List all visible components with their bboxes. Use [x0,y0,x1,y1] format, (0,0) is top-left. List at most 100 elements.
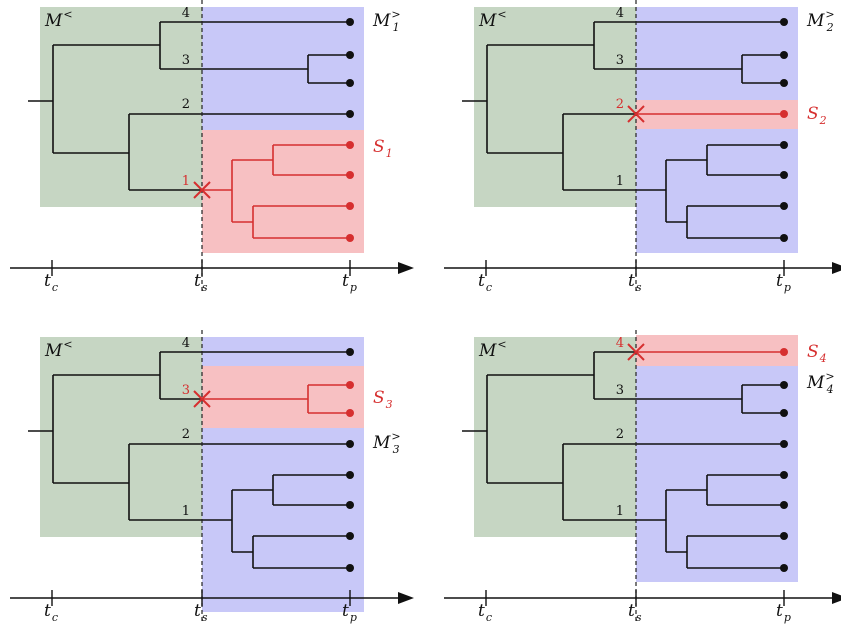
branch-number: 4 [616,336,624,351]
leaf-dot [780,202,788,210]
branch-number: 1 [182,504,190,519]
split-cross-stroke [627,105,645,123]
branch-number: 2 [182,97,190,112]
leaf-dot [780,501,788,509]
past-region [474,7,636,207]
label-base: t [776,271,783,291]
axis-label: ts [194,601,208,624]
leaf-dot [346,564,354,572]
leaf-dot [780,51,788,59]
axis-label: tp [776,271,791,294]
axis-label: ts [194,271,208,294]
leaf-dot [780,440,788,448]
split-label: S4 [807,342,827,365]
branch-number: 4 [182,6,190,21]
label-base: M [372,11,391,31]
label-sub: 2 [826,21,834,34]
past-label: M< [44,8,73,31]
split-label: S1 [373,137,393,160]
label-base: M [806,373,825,393]
leaf-dot [780,532,788,540]
label-base: M [44,11,63,31]
label-base: t [342,271,349,291]
label-base: M [44,341,63,361]
axis-label: tp [342,601,357,624]
branch-number: 2 [616,427,624,442]
axis-label: tc [478,271,492,294]
label-sup: < [497,8,506,21]
label-sup: < [497,338,506,351]
branch-number: 4 [616,6,624,21]
label-sub: 4 [819,352,827,365]
label-sub: p [784,281,791,294]
label-sub: p [784,611,791,624]
label-base: t [44,271,51,291]
label-sub: c [486,281,492,294]
future-region [636,7,798,253]
future-label: M> 4 [806,370,835,396]
label-sub: c [52,611,58,624]
axis-label: ts [628,601,642,624]
past-region [40,7,202,207]
axis-label: ts [628,271,642,294]
label-base: t [194,271,201,291]
label-sub: 3 [386,398,393,411]
leaf-dot [346,141,354,149]
future-region [636,337,798,582]
branch-number: 2 [182,427,190,442]
leaf-dot [346,409,354,417]
axis-label: tp [342,271,357,294]
label-sup: > [825,370,834,383]
label-sub: s [202,281,208,294]
branch-number: 3 [182,383,190,398]
branch-number: 3 [616,53,624,68]
label-base: S [373,137,385,157]
leaf-dot [346,234,354,242]
leaf-dot [346,171,354,179]
leaf-dot [346,18,354,26]
past-label: M< [478,338,507,361]
label-base: M [372,433,391,453]
leaf-dot [346,381,354,389]
leaf-dot [346,440,354,448]
leaf-dot [346,79,354,87]
leaf-dot [780,564,788,572]
label-sub: 3 [393,443,400,456]
branch-number: 1 [616,174,624,189]
leaf-dot [346,202,354,210]
axis-label: tc [44,271,58,294]
label-sup: > [391,8,400,21]
leaf-dot [780,110,788,118]
label-sub: s [202,611,208,624]
leaf-dot [780,409,788,417]
axis-label: tc [44,601,58,624]
split-label: S2 [807,104,827,127]
label-base: t [478,601,485,621]
leaf-dot [346,110,354,118]
split-label: S3 [373,388,393,411]
split-region [202,366,364,428]
leaf-dot [346,51,354,59]
label-sub: 1 [386,147,393,160]
label-sub: 2 [819,114,827,127]
label-base: M [806,11,825,31]
leaf-dot [346,501,354,509]
label-sup: < [63,338,72,351]
label-sub: s [636,281,642,294]
axis-arrowhead [832,262,841,274]
label-sup: > [825,8,834,21]
label-base: t [628,271,635,291]
branch-number: 1 [182,174,190,189]
past-label: M< [478,8,507,31]
future-label: M> 1 [372,8,401,34]
leaf-dot [780,234,788,242]
label-base: t [342,601,349,621]
branch-number: 4 [182,336,190,351]
branch-number: 2 [616,97,624,112]
past-label: M< [44,338,73,361]
leaf-dot [780,79,788,87]
label-base: t [194,601,201,621]
label-sub: p [350,611,357,624]
